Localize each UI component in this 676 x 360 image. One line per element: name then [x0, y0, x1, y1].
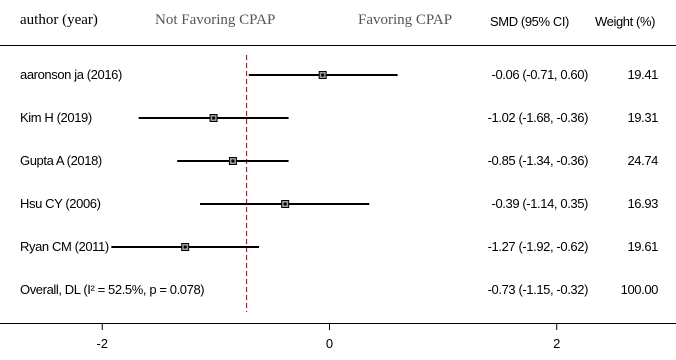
study-ci-text: -0.39 (-1.14, 0.35)	[491, 196, 589, 211]
header-smd: SMD (95% CI)	[490, 14, 569, 29]
study-label: Hsu CY (2006)	[20, 196, 101, 211]
study-weight-text: 19.41	[627, 67, 658, 82]
study-weight-text: 19.61	[627, 239, 658, 254]
x-tick-label: -2	[96, 336, 108, 351]
header-favoring: Favoring CPAP	[358, 12, 453, 28]
study-label: Gupta A (2018)	[20, 153, 102, 168]
point-estimate-dot	[183, 245, 187, 249]
overall-ci-text: -0.73 (-1.15, -0.32)	[487, 282, 589, 297]
header-study: author (year)	[20, 12, 98, 28]
overall-label: Overall, DL (I² = 52.5%, p = 0.078)	[20, 282, 205, 297]
header-rule	[0, 45, 676, 46]
ci-lines	[111, 55, 398, 312]
point-estimate-dot	[211, 116, 216, 120]
study-weight-text: 19.31	[627, 110, 658, 125]
point-estimate-dot	[321, 73, 325, 77]
study-label: Ryan CM (2011)	[20, 239, 109, 254]
point-estimate-dot	[231, 159, 235, 163]
study-weight-text: 16.93	[627, 196, 658, 211]
point-markers	[181, 71, 327, 251]
study-label: Kim H (2019)	[20, 110, 92, 125]
axis-rule	[0, 323, 676, 324]
overall-weight-text: 100.00	[620, 282, 659, 297]
header-not-favoring: Not Favoring CPAP	[155, 12, 276, 28]
study-label: aaronson ja (2016)	[20, 67, 122, 82]
header-weight: Weight (%)	[595, 14, 656, 29]
study-ci-text: -1.02 (-1.68, -0.36)	[487, 110, 589, 125]
x-tick-label: 0	[326, 336, 333, 351]
study-weight-text: 24.74	[627, 153, 658, 168]
study-ci-text: -0.85 (-1.34, -0.36)	[487, 153, 589, 168]
study-ci-text: -1.27 (-1.92, -0.62)	[487, 239, 589, 254]
point-estimate-dot	[283, 202, 287, 206]
study-ci-text: -0.06 (-0.71, 0.60)	[491, 67, 589, 82]
x-axis: -2 0 2	[96, 323, 560, 351]
x-tick-label: 2	[553, 336, 560, 351]
